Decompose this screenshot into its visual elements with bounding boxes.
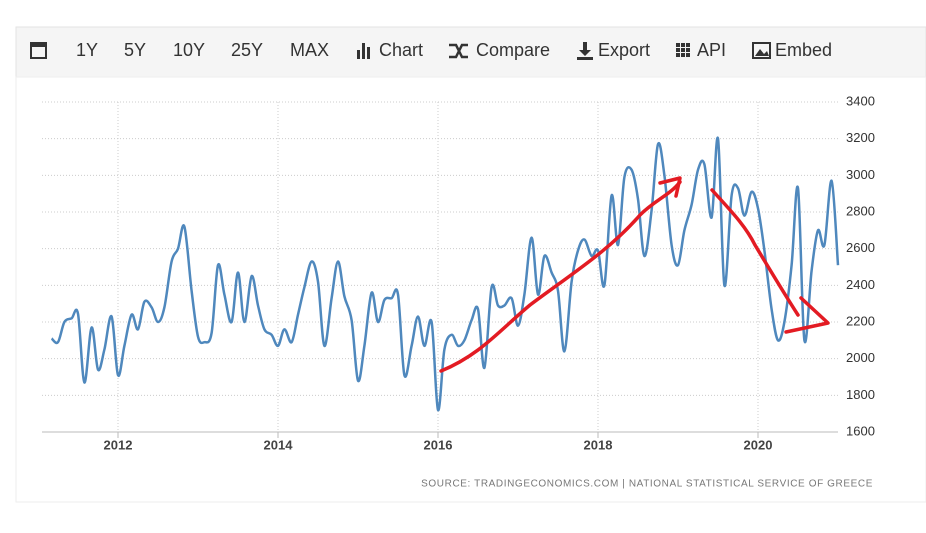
api-icon	[676, 43, 690, 57]
y-tick-label: 2400	[846, 277, 875, 292]
x-tick-label: 2020	[744, 437, 773, 452]
compare-icon	[449, 43, 468, 59]
up-arrow-head	[658, 176, 682, 198]
y-tick-label: 1800	[846, 387, 875, 402]
calendar-top	[31, 43, 46, 47]
toolbar-button[interactable]: Chart	[379, 40, 423, 60]
toolbar-button[interactable]: API	[697, 40, 726, 60]
export-icon	[577, 42, 593, 60]
toolbar-button[interactable]: 5Y	[124, 40, 146, 60]
side-arrow	[784, 296, 830, 334]
chart-icon	[367, 47, 370, 59]
y-tick-label: 3400	[846, 93, 875, 108]
down-arrow	[710, 188, 800, 317]
y-tick-label: 2000	[846, 350, 875, 365]
toolbar-button[interactable]: Export	[598, 40, 650, 60]
y-tick-label: 2600	[846, 240, 875, 255]
embed-icon	[752, 42, 771, 59]
y-tick-label: 1600	[846, 423, 875, 438]
source-note: SOURCE: TRADINGECONOMICS.COM | NATIONAL …	[421, 479, 873, 490]
chart-icon	[362, 43, 365, 59]
embed-icon	[755, 49, 769, 56]
x-tick-label: 2016	[424, 437, 453, 452]
toolbar	[15, 26, 926, 78]
toolbar-button[interactable]: 1Y	[76, 40, 98, 60]
toolbar-button[interactable]: MAX	[290, 40, 329, 60]
toolbar-button[interactable]: 25Y	[231, 40, 263, 60]
up-arrow	[439, 180, 682, 373]
annotations	[439, 176, 830, 373]
y-tick-label: 2200	[846, 313, 875, 328]
line-series	[50, 136, 840, 412]
y-tick-label: 3000	[846, 167, 875, 182]
toolbar-icons	[30, 42, 771, 60]
y-tick-label: 2800	[846, 203, 875, 218]
chart-icon	[357, 50, 360, 59]
toolbar-button[interactable]: 10Y	[173, 40, 205, 60]
x-tick-label: 2014	[264, 437, 294, 452]
toolbar-button[interactable]: Compare	[476, 40, 550, 60]
plot: 1600 1800 2000 2200 2400 2600 2800 3000 3200 3400…	[42, 93, 875, 452]
y-tick-label: 3200	[846, 130, 875, 145]
x-tick-label: 2012	[104, 437, 133, 452]
toolbar-button[interactable]: Embed	[775, 40, 832, 60]
x-tick-label: 2018	[584, 437, 613, 452]
